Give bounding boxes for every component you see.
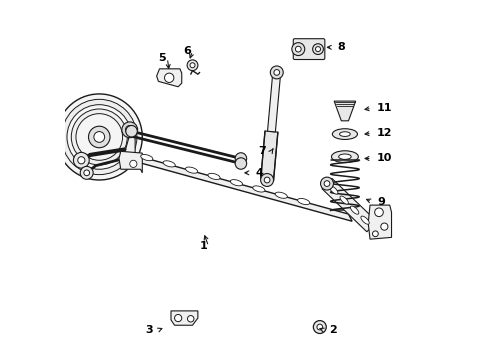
Polygon shape <box>121 151 351 221</box>
Circle shape <box>235 158 246 169</box>
Circle shape <box>164 73 174 82</box>
Polygon shape <box>122 128 135 164</box>
Polygon shape <box>119 151 142 173</box>
Circle shape <box>67 105 131 169</box>
Polygon shape <box>267 72 280 132</box>
Circle shape <box>83 170 89 176</box>
Circle shape <box>264 177 269 183</box>
Text: 1: 1 <box>199 241 207 251</box>
Circle shape <box>88 126 110 148</box>
Ellipse shape <box>141 154 153 161</box>
Circle shape <box>235 153 246 164</box>
Ellipse shape <box>332 129 357 139</box>
Circle shape <box>80 166 93 179</box>
Ellipse shape <box>163 161 175 167</box>
Circle shape <box>125 126 137 137</box>
Circle shape <box>273 69 279 75</box>
Text: 10: 10 <box>376 153 392 163</box>
Text: 11: 11 <box>376 103 392 113</box>
Circle shape <box>78 157 85 164</box>
Ellipse shape <box>338 154 350 159</box>
Ellipse shape <box>185 167 197 173</box>
Ellipse shape <box>339 132 349 136</box>
Circle shape <box>76 114 122 160</box>
Polygon shape <box>156 69 182 87</box>
Ellipse shape <box>275 192 287 198</box>
Circle shape <box>380 223 387 230</box>
Text: 9: 9 <box>376 197 384 207</box>
Circle shape <box>295 46 301 52</box>
Ellipse shape <box>360 216 368 224</box>
Ellipse shape <box>297 198 309 204</box>
Text: 2: 2 <box>328 325 336 335</box>
Circle shape <box>73 152 89 168</box>
Circle shape <box>125 126 134 134</box>
Circle shape <box>122 122 137 138</box>
FancyBboxPatch shape <box>293 39 324 59</box>
Circle shape <box>190 63 195 68</box>
Circle shape <box>94 132 104 142</box>
Circle shape <box>372 231 378 237</box>
Circle shape <box>174 315 182 321</box>
Circle shape <box>312 44 323 54</box>
Text: 5: 5 <box>158 53 165 63</box>
Circle shape <box>187 316 194 322</box>
Polygon shape <box>333 101 355 121</box>
Ellipse shape <box>207 173 220 180</box>
Circle shape <box>315 46 320 51</box>
Ellipse shape <box>339 196 347 204</box>
Circle shape <box>316 324 322 330</box>
Text: 7: 7 <box>258 146 265 156</box>
Polygon shape <box>322 179 376 232</box>
Polygon shape <box>367 205 391 239</box>
Ellipse shape <box>350 206 358 214</box>
Circle shape <box>71 109 127 165</box>
Circle shape <box>374 208 383 217</box>
Polygon shape <box>171 311 198 325</box>
Polygon shape <box>260 131 277 181</box>
Ellipse shape <box>252 186 264 192</box>
Ellipse shape <box>329 186 337 194</box>
Circle shape <box>324 181 329 186</box>
Circle shape <box>61 99 137 175</box>
Circle shape <box>187 60 198 71</box>
Circle shape <box>313 320 325 333</box>
Text: 3: 3 <box>145 325 153 335</box>
Ellipse shape <box>331 151 358 163</box>
Circle shape <box>260 174 273 186</box>
Circle shape <box>320 177 333 190</box>
Text: 4: 4 <box>255 168 263 178</box>
Ellipse shape <box>230 180 242 186</box>
Circle shape <box>56 94 142 180</box>
Text: 12: 12 <box>376 129 392 138</box>
Text: 8: 8 <box>337 42 345 52</box>
Circle shape <box>129 160 137 167</box>
Circle shape <box>270 66 283 79</box>
Circle shape <box>291 42 304 55</box>
Text: 6: 6 <box>183 46 191 56</box>
